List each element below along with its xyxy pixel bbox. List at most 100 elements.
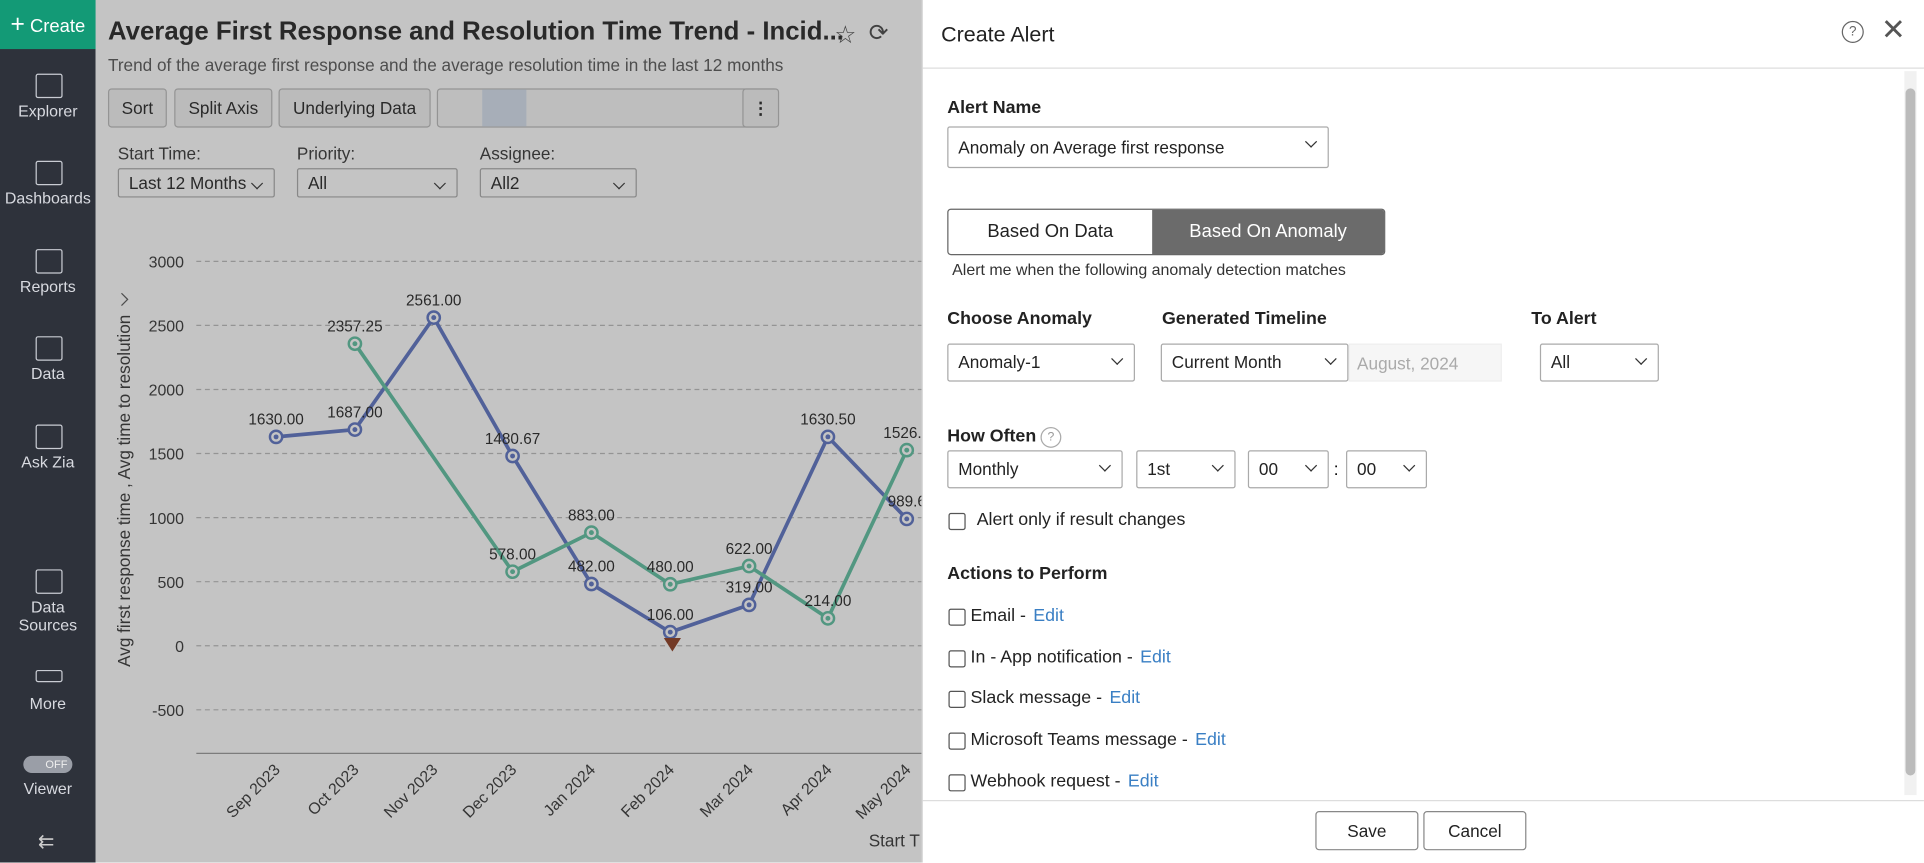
select[interactable]: 1st (1136, 450, 1236, 489)
create-button[interactable]: + Create (0, 0, 96, 50)
viewer-toggle[interactable]: OFF (23, 755, 73, 774)
point-center (431, 315, 437, 321)
value-label: 1687.00 (327, 404, 382, 421)
value-label: 2357.25 (327, 318, 382, 335)
tab[interactable]: Based On Data (987, 220, 1114, 242)
icon (35, 73, 63, 99)
checkbox-label: Alert only if result changes (976, 510, 1186, 531)
cancel-button[interactable]: Cancel (1423, 811, 1527, 851)
nav-item[interactable]: Ask Zia (21, 452, 75, 472)
tab-group: Based On Data Based On Anomaly (947, 208, 1386, 256)
section-label: Actions to Perform (947, 564, 1108, 585)
collapse-icon[interactable]: ⇇ (38, 831, 55, 853)
value-label: 883.00 (568, 507, 615, 524)
point-center (273, 434, 279, 440)
nav-item[interactable]: More (29, 694, 67, 713)
checkbox[interactable] (948, 732, 966, 750)
scroll-thumb[interactable] (1905, 88, 1916, 776)
value-label: 1630.00 (248, 412, 303, 429)
checkbox[interactable] (948, 649, 966, 668)
nav-item[interactable]: Explorer (18, 101, 78, 121)
checkbox[interactable] (948, 773, 966, 792)
value-label: 989.6 (888, 494, 922, 511)
toolbar-button[interactable]: Split Axis (174, 88, 273, 128)
icon (35, 669, 63, 683)
modal-overlay (95, 0, 922, 863)
expand-icon[interactable] (121, 292, 129, 306)
filter-select[interactable]: All2 (479, 168, 637, 198)
y-tick-label: -500 (152, 703, 184, 720)
point-center (588, 530, 594, 536)
value-label: 1480.67 (485, 431, 540, 448)
action-label: Webhook request - (970, 771, 1121, 792)
alert-panel: Create Alert ? ✕ Alert Name Anomaly on A… (921, 0, 1924, 863)
value-label: 214.00 (804, 593, 851, 610)
filter-label: Priority: (296, 143, 356, 164)
point-center (352, 341, 358, 347)
value-label: 1630.50 (800, 412, 855, 429)
chart: Avg first response time , Avg time to re… (114, 254, 922, 851)
select[interactable]: Monthly (947, 450, 1123, 489)
close-icon[interactable]: ✕ (1880, 13, 1906, 47)
nav-item[interactable]: Dashboards (4, 188, 91, 208)
filter-label: Start Time: (117, 143, 201, 164)
panel-title: Create Alert (941, 22, 1055, 47)
chart-type-picker[interactable] (436, 88, 778, 128)
field-label: Generated Timeline (1161, 309, 1327, 329)
value-label: 2561.00 (406, 292, 461, 309)
edit-link[interactable]: Edit (1127, 771, 1159, 792)
value-label: 578.00 (489, 546, 536, 563)
action-label: Microsoft Teams message - (970, 730, 1188, 750)
edit-link[interactable]: Edit (1109, 688, 1141, 709)
toolbar-button[interactable]: Underlying Data (278, 88, 431, 128)
name-input[interactable]: Anomaly on Average first response (947, 126, 1329, 169)
point-center (667, 581, 673, 587)
select[interactable]: All (1539, 343, 1659, 382)
action-row: Microsoft Teams message - Edit (971, 730, 1226, 750)
checkbox[interactable] (948, 608, 966, 626)
nav-item[interactable]: Reports (19, 277, 76, 296)
checkbox[interactable] (948, 512, 966, 531)
scrollbar[interactable] (1904, 71, 1917, 796)
help-icon[interactable]: ? (1040, 426, 1062, 448)
action-label: In - App notification - (970, 647, 1133, 668)
select[interactable]: 00 (1346, 450, 1428, 489)
anomaly-marker (663, 638, 681, 652)
y-tick-label: 3000 (149, 254, 185, 271)
refresh-icon[interactable]: ⟳ (868, 20, 889, 47)
select[interactable]: Current Month (1160, 343, 1349, 382)
edit-link[interactable]: Edit (1140, 647, 1171, 668)
value-label: 480.00 (647, 559, 694, 576)
filter-select[interactable]: All (296, 168, 458, 198)
value-label: 106.00 (647, 607, 694, 624)
edit-link[interactable]: Edit (1195, 730, 1226, 750)
select[interactable]: 00 (1247, 450, 1329, 489)
action-row: Email - Edit (971, 606, 1064, 626)
point-center (904, 447, 910, 453)
action-label: Slack message - (970, 688, 1103, 709)
action-row: In - App notification - Edit (971, 647, 1171, 667)
point-center (825, 615, 831, 621)
divider (922, 67, 1924, 69)
tab-active[interactable]: Based On Anomaly (1152, 209, 1385, 254)
point-center (904, 516, 910, 522)
help-icon[interactable]: ? (1841, 20, 1864, 43)
point-center (588, 581, 594, 587)
edit-link[interactable]: Edit (1033, 606, 1064, 626)
selected-type (482, 89, 527, 127)
toolbar-button[interactable]: Sort (107, 88, 167, 128)
icon (35, 336, 63, 361)
filter-select[interactable]: Last 12 Months (117, 168, 275, 198)
star-icon[interactable]: ☆ (834, 22, 857, 50)
filter-label: Assignee: (479, 143, 556, 164)
nav-item[interactable]: Viewer (23, 779, 73, 798)
select[interactable]: Anomaly-1 (947, 343, 1135, 382)
action-row: Slack message - Edit (971, 689, 1141, 709)
y-tick-label: 1500 (149, 447, 185, 464)
nav-item[interactable]: Data Sources (18, 597, 78, 635)
more-button[interactable]: ⋮ (742, 88, 780, 128)
nav-item[interactable]: Data (31, 364, 65, 383)
save-button[interactable]: Save (1315, 811, 1419, 851)
checkbox[interactable] (948, 691, 966, 709)
